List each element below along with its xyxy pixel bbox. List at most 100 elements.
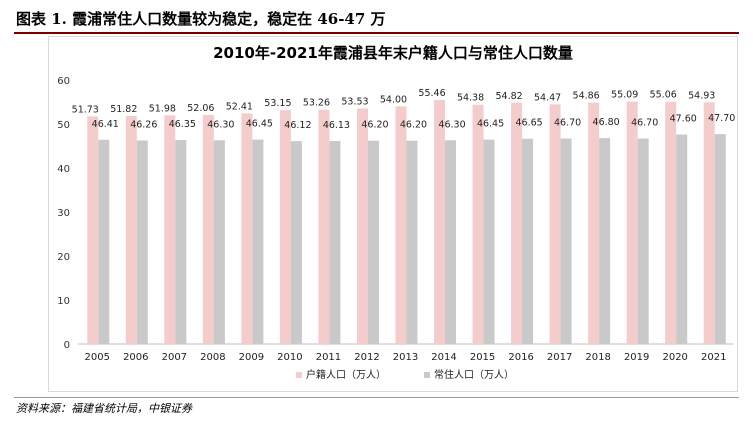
bar-resident: [637, 138, 649, 344]
data-label-household: 54.82: [495, 91, 522, 102]
bar-household: [87, 116, 99, 344]
data-label-household: 54.47: [534, 92, 561, 103]
data-label-household: 53.15: [264, 98, 291, 109]
bar-resident: [406, 140, 418, 344]
data-label-household: 54.38: [457, 93, 484, 104]
y-tick-label: 20: [57, 252, 70, 263]
data-label-resident: 46.13: [323, 120, 350, 131]
bar-household: [588, 102, 600, 344]
bar-household: [395, 106, 407, 345]
data-label-household: 53.26: [303, 98, 330, 109]
data-label-resident: 46.70: [554, 118, 581, 129]
bar-resident: [252, 139, 264, 344]
x-tick-label: 2007: [162, 352, 187, 363]
data-label-household: 55.46: [418, 88, 445, 99]
x-tick-label: 2018: [585, 352, 610, 363]
x-tick-label: 2019: [624, 352, 649, 363]
x-tick-label: 2008: [200, 352, 225, 363]
x-tick-label: 2021: [701, 352, 726, 363]
data-label-resident: 46.45: [246, 119, 273, 130]
x-tick-label: 2017: [547, 352, 572, 363]
data-label-household: 51.98: [149, 103, 176, 114]
bar-household: [241, 113, 253, 345]
bar-resident: [290, 141, 302, 344]
y-tick-label: 30: [57, 208, 70, 219]
bar-resident: [676, 134, 688, 344]
bar-household: [511, 102, 523, 345]
data-label-resident: 46.20: [361, 120, 388, 131]
data-label-resident: 47.60: [670, 114, 697, 125]
bar-household: [125, 115, 137, 344]
bar-household: [164, 115, 176, 345]
bar-resident: [213, 140, 225, 344]
figure-header: 图表 1. 霞浦常住人口数量较为稳定，稳定在 46-47 万: [0, 0, 753, 34]
data-label-household: 51.73: [72, 104, 99, 115]
data-label-household: 51.82: [110, 104, 137, 115]
y-tick-label: 40: [57, 164, 70, 175]
x-tick-label: 2015: [470, 352, 495, 363]
bar-resident: [445, 140, 457, 344]
data-label-household: 52.06: [187, 103, 214, 114]
x-tick-label: 2020: [662, 352, 687, 363]
bar-resident: [599, 138, 611, 344]
x-tick-label: 2010: [277, 352, 302, 363]
x-tick-label: 2013: [393, 352, 418, 363]
bar-resident: [522, 138, 534, 344]
legend-swatch-resident: [424, 372, 430, 378]
chart-frame: [48, 36, 738, 392]
data-label-household: 52.41: [226, 101, 253, 112]
data-label-resident: 46.45: [477, 119, 504, 130]
figure-title: 图表 1. 霞浦常住人口数量较为稳定，稳定在 46-47 万: [16, 10, 386, 28]
data-label-resident: 46.35: [169, 119, 196, 130]
bar-resident: [367, 140, 379, 344]
chart-title: 2010年-2021年霞浦县年末户籍人口与常住人口数量: [213, 44, 573, 62]
source-divider: [14, 397, 739, 398]
data-label-household: 55.06: [650, 90, 677, 101]
y-tick-label: 0: [64, 340, 70, 351]
header-divider: [14, 32, 739, 34]
bar-resident: [175, 140, 187, 344]
x-tick-label: 2014: [431, 352, 456, 363]
data-label-resident: 46.80: [593, 117, 620, 128]
data-label-household: 53.53: [341, 96, 368, 107]
bar-resident: [714, 134, 726, 344]
data-label-household: 54.86: [573, 91, 600, 102]
legend-label-household: 户籍人口（万人）: [306, 368, 386, 381]
source-note: 资料来源：福建省统计局，中银证券: [16, 402, 192, 415]
data-label-household: 55.09: [611, 90, 638, 101]
data-label-resident: 46.30: [207, 119, 234, 130]
bar-resident: [329, 141, 341, 344]
x-tick-label: 2006: [123, 352, 148, 363]
x-tick-label: 2016: [508, 352, 533, 363]
bar-household: [279, 110, 291, 344]
data-label-resident: 46.70: [631, 118, 658, 129]
data-label-resident: 46.26: [130, 119, 157, 130]
y-tick-label: 50: [57, 120, 70, 131]
data-label-resident: 46.20: [400, 120, 427, 131]
bar-resident: [483, 139, 495, 344]
x-tick-label: 2005: [85, 352, 110, 363]
data-label-household: 54.93: [688, 90, 715, 101]
bar-household: [318, 109, 330, 344]
y-tick-label: 10: [57, 296, 70, 307]
x-tick-label: 2012: [354, 352, 379, 363]
data-label-resident: 46.41: [92, 119, 119, 130]
bar-resident: [560, 138, 572, 344]
data-label-household: 54.00: [380, 94, 407, 105]
bar-household: [665, 101, 677, 345]
legend-swatch-household: [296, 372, 302, 378]
x-tick-label: 2009: [239, 352, 264, 363]
bar-household: [703, 102, 715, 344]
bar-resident: [98, 139, 110, 344]
legend-label-resident: 常住人口（万人）: [434, 368, 514, 381]
data-label-resident: 47.70: [708, 113, 735, 124]
bar-household: [626, 101, 638, 344]
x-tick-label: 2011: [316, 352, 341, 363]
bar-household: [434, 99, 446, 344]
bar-household: [472, 104, 484, 344]
bar-household: [356, 108, 368, 344]
bar-household: [549, 104, 561, 344]
bar-household: [202, 114, 214, 344]
data-label-resident: 46.65: [515, 118, 542, 129]
